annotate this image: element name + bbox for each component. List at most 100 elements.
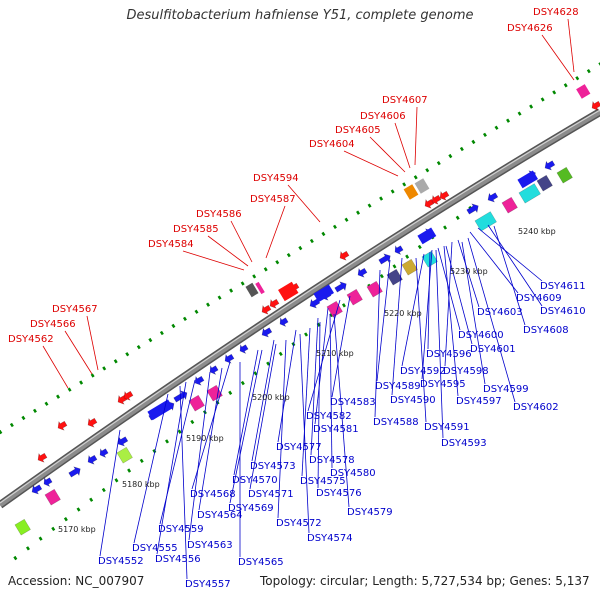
lower-gene-label: DSY4591 <box>424 422 470 433</box>
lower-label-leader <box>461 241 486 385</box>
scale-label: 5170 kbp <box>58 525 96 534</box>
lower-gene-label: DSY4555 <box>132 543 178 554</box>
upper-label-leader <box>182 250 245 271</box>
lower-label-leader <box>493 225 526 326</box>
inner-tick-dot <box>152 448 157 454</box>
upper-label-leader <box>567 18 575 73</box>
forward-gene-arrow <box>173 390 188 403</box>
lower-label-leader <box>329 313 333 469</box>
outer-tick-dot <box>436 161 441 166</box>
reverse-gene-arrow <box>57 420 68 431</box>
lower-gene-label: DSY4581 <box>313 424 359 435</box>
inner-tick-dot <box>89 497 94 502</box>
genome-backbone <box>0 108 600 509</box>
gene-block <box>536 174 553 192</box>
outer-tick-dot <box>367 203 372 208</box>
lower-label-leader <box>444 241 453 367</box>
reverse-gene-arrow <box>123 390 134 401</box>
upper-gene-label: DSY4606 <box>360 111 406 122</box>
gene-block <box>188 394 205 412</box>
lower-label-leader <box>331 295 351 398</box>
lower-label-leader <box>421 249 433 380</box>
upper-label-leader <box>230 220 253 263</box>
outer-tick-dot <box>229 288 234 293</box>
lower-gene-label: DSY4599 <box>483 384 529 395</box>
lower-label-leader <box>299 333 310 534</box>
lower-gene-label: DSY4569 <box>228 503 274 514</box>
inner-tick-dot <box>379 273 384 279</box>
inner-tick-dot <box>139 458 144 464</box>
lower-gene-label: DSY4579 <box>347 507 393 518</box>
lower-gene-label: DSY4598 <box>443 366 489 377</box>
lower-label-leader <box>391 257 403 396</box>
lower-label-leader <box>333 313 350 508</box>
outer-tick-dot <box>471 139 476 145</box>
lower-gene-label: DSY4590 <box>390 395 436 406</box>
forward-gene-arrow <box>99 448 109 458</box>
lower-label-leader <box>317 321 321 489</box>
inner-tick-dot <box>443 225 448 230</box>
outer-tick-dot <box>56 394 61 399</box>
lower-gene-label: DSY4563 <box>187 540 233 551</box>
forward-gene-arrow <box>394 245 404 255</box>
outer-tick-dot <box>275 260 280 265</box>
outer-tick-dot <box>494 125 499 130</box>
gene-block <box>403 184 419 200</box>
backbone-line <box>0 109 600 508</box>
lower-label-leader <box>233 349 259 476</box>
outer-tick-dot <box>598 61 600 67</box>
outer-tick-dot <box>182 316 187 321</box>
outer-tick-dot <box>171 323 176 329</box>
reverse-gene-arrow <box>37 452 48 463</box>
reverse-gene-arrow <box>87 417 98 428</box>
outer-tick-dot <box>506 118 511 123</box>
lower-gene-label: DSY4588 <box>373 417 419 428</box>
upper-label-leader <box>394 122 411 169</box>
outer-tick-dot <box>379 196 384 201</box>
lower-gene-label: DSY4611 <box>540 281 586 292</box>
inner-tick-dot <box>177 429 182 434</box>
outer-tick-dot <box>67 387 72 392</box>
upper-label-leader <box>86 315 99 371</box>
forward-gene-arrow <box>68 466 81 478</box>
forward-gene-arrow <box>43 477 53 487</box>
lower-label-leader <box>198 367 223 511</box>
gene-block <box>44 488 61 506</box>
upper-gene-label: DSY4585 <box>173 224 219 235</box>
upper-gene-label: DSY4587 <box>250 194 296 205</box>
scale-label: 5200 kbp <box>252 393 290 402</box>
forward-gene-block <box>313 284 335 303</box>
upper-gene-label: DSY4607 <box>382 95 428 106</box>
lower-gene-label: DSY4570 <box>232 475 278 486</box>
upper-label-leader <box>287 184 321 223</box>
outer-tick-dot <box>148 337 153 343</box>
reverse-gene-arrow <box>424 198 435 209</box>
outer-tick-dot <box>413 175 418 180</box>
lower-gene-label: DSY4592 <box>400 366 446 377</box>
lower-label-leader <box>301 327 311 477</box>
gene-block <box>501 196 518 214</box>
lower-label-leader <box>443 245 459 397</box>
lower-label-leader <box>251 339 275 462</box>
outer-tick-dot <box>286 253 291 258</box>
upper-gene-label: DSY4567 <box>52 304 98 315</box>
upper-label-leader <box>42 345 69 389</box>
lower-gene-label: DSY4575 <box>300 476 346 487</box>
forward-gene-arrow <box>209 365 219 375</box>
forward-gene-arrow <box>279 317 289 327</box>
scale-label: 5180 kbp <box>122 480 160 489</box>
lower-gene-label: DSY4576 <box>316 488 362 499</box>
genome-title: Desulfitobacterium hafniense Y51, comple… <box>126 8 474 23</box>
outer-tick-dot <box>136 345 141 350</box>
outer-tick-dot <box>309 238 314 244</box>
gene-block <box>326 300 343 318</box>
inner-tick-dot <box>405 254 410 259</box>
outer-tick-dot <box>90 373 95 378</box>
inner-tick-dot <box>455 215 460 220</box>
outer-tick-dot <box>79 380 84 385</box>
lower-gene-label: DSY4610 <box>540 306 586 317</box>
lower-gene-label: DSY4573 <box>250 461 296 472</box>
lower-gene-label: DSY4608 <box>523 325 569 336</box>
lower-gene-label: DSY4572 <box>276 518 322 529</box>
